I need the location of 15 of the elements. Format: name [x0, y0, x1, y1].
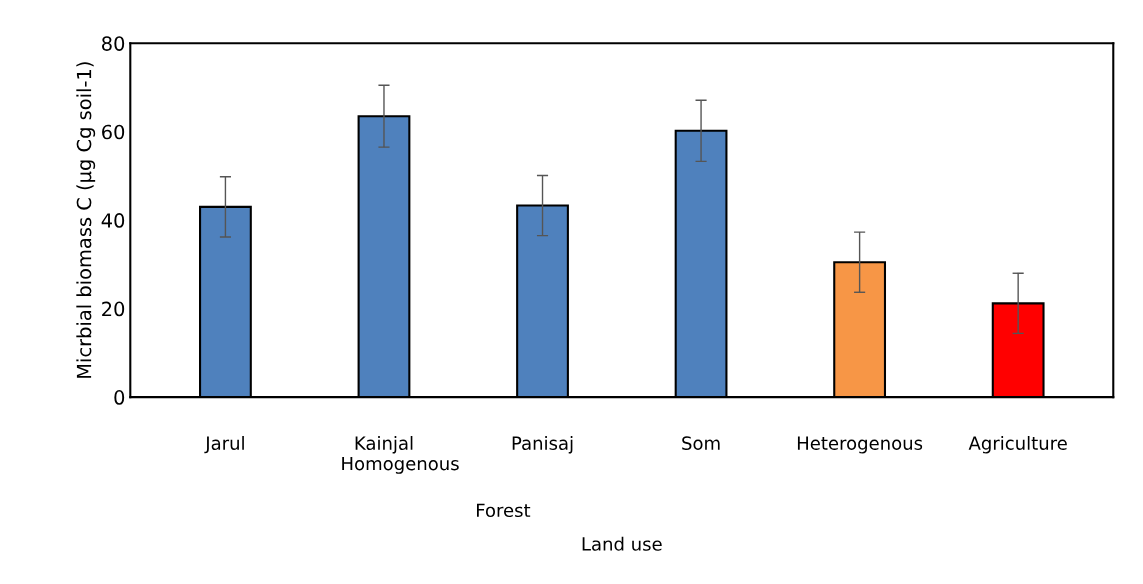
y-tick-label: 60	[102, 124, 125, 140]
y-tick-label: 0	[114, 390, 125, 405]
x-tick-label: Jarul	[204, 436, 244, 454]
x-tick-label: Heterogenous	[797, 436, 923, 454]
text: Forest	[477, 503, 531, 518]
y-tick-label: 20	[102, 301, 125, 317]
x-tick-label: Panisaj	[512, 436, 573, 454]
y-tick-label: 40	[101, 213, 125, 228]
x-tick-label: Kainjal	[355, 436, 413, 454]
y-tick-label: 80	[102, 36, 125, 51]
x-axis-title: Land use	[582, 536, 662, 551]
x-tick-label: Som	[682, 436, 720, 450]
x-tick-label: Agriculture	[968, 436, 1067, 454]
y-axis-title: Micrbial biomass C (µg Cg soil-1)	[76, 62, 96, 378]
text: Homogenous	[342, 456, 459, 474]
